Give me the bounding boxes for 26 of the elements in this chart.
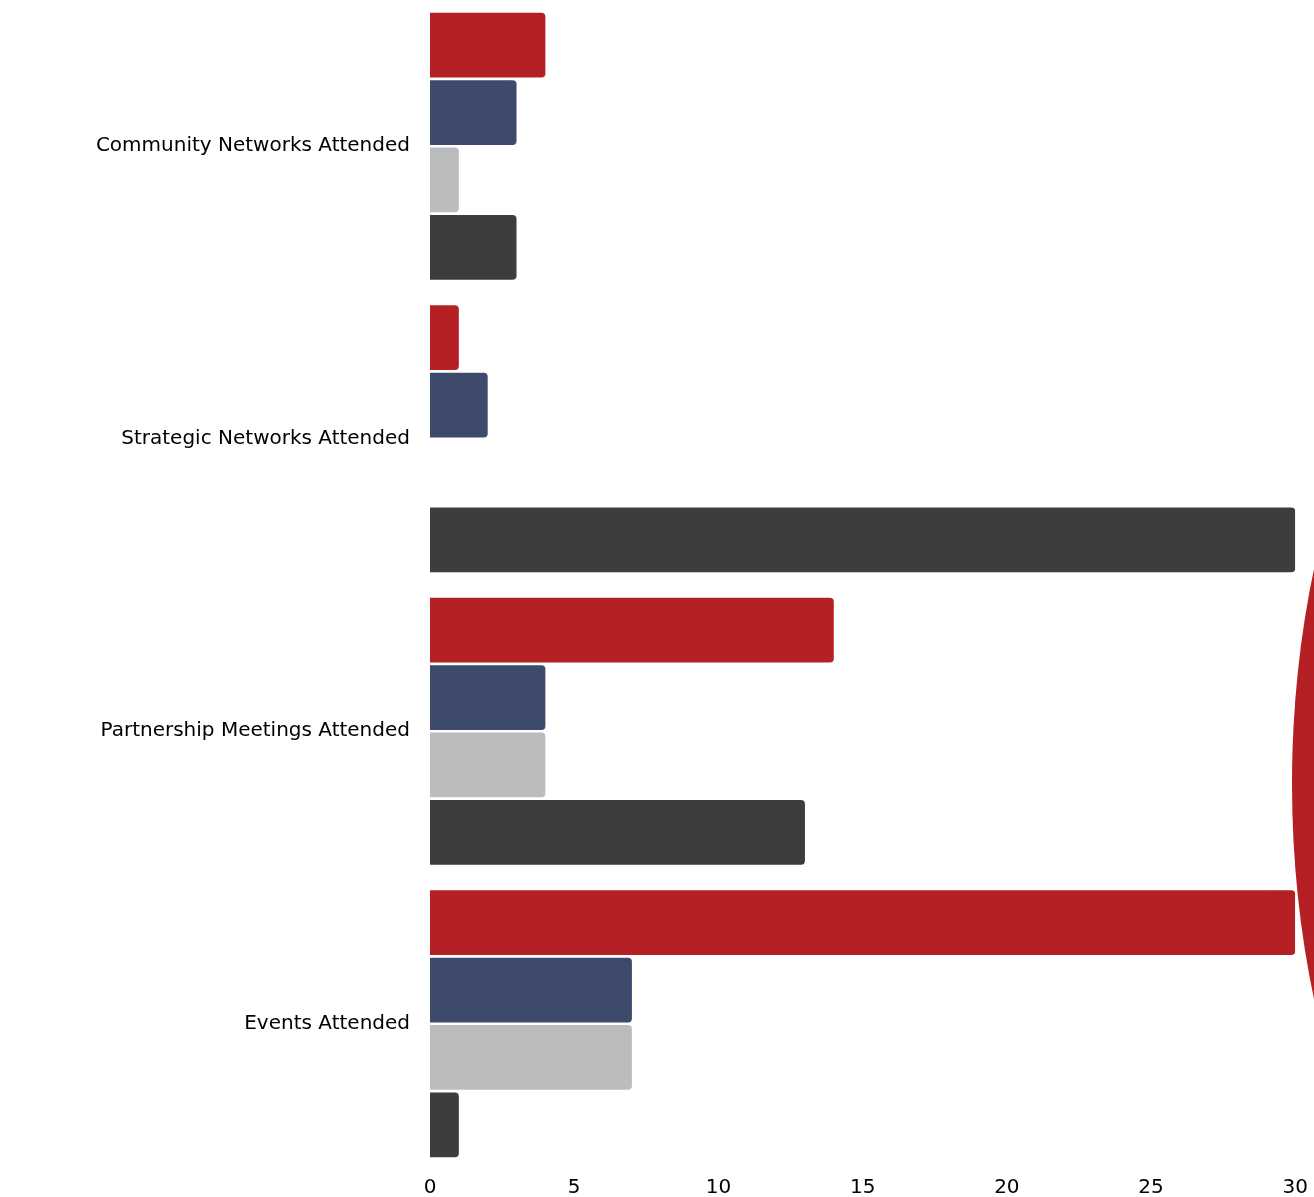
y-tick-label: Community Networks Attended	[95, 132, 410, 157]
x-tick-label: 5	[567, 1174, 581, 1197]
x-tick-label: 30	[1282, 1174, 1308, 1197]
bar	[430, 305, 459, 370]
bar	[430, 372, 488, 438]
bar	[430, 147, 459, 213]
bar	[430, 890, 1296, 955]
y-tick-label: Events Attended	[244, 1009, 410, 1034]
bar	[430, 665, 546, 730]
y-tick-label: Strategic Networks Attended	[121, 424, 410, 449]
x-tick-label: 25	[1138, 1174, 1164, 1197]
bar	[430, 800, 805, 865]
x-tick-label: 0	[423, 1174, 437, 1197]
bar	[430, 732, 546, 798]
bar	[430, 957, 632, 1023]
bar	[430, 80, 517, 145]
x-tick-label: 15	[849, 1174, 876, 1197]
bar	[430, 215, 517, 280]
x-tick-label: 10	[705, 1174, 732, 1197]
bar	[430, 1092, 459, 1158]
bar	[430, 1025, 632, 1090]
bar	[430, 507, 1296, 573]
bar	[430, 597, 834, 663]
y-tick-label: Partnership Meetings Attended	[100, 717, 410, 742]
x-tick-label: 20	[994, 1174, 1020, 1197]
bar	[430, 12, 546, 78]
